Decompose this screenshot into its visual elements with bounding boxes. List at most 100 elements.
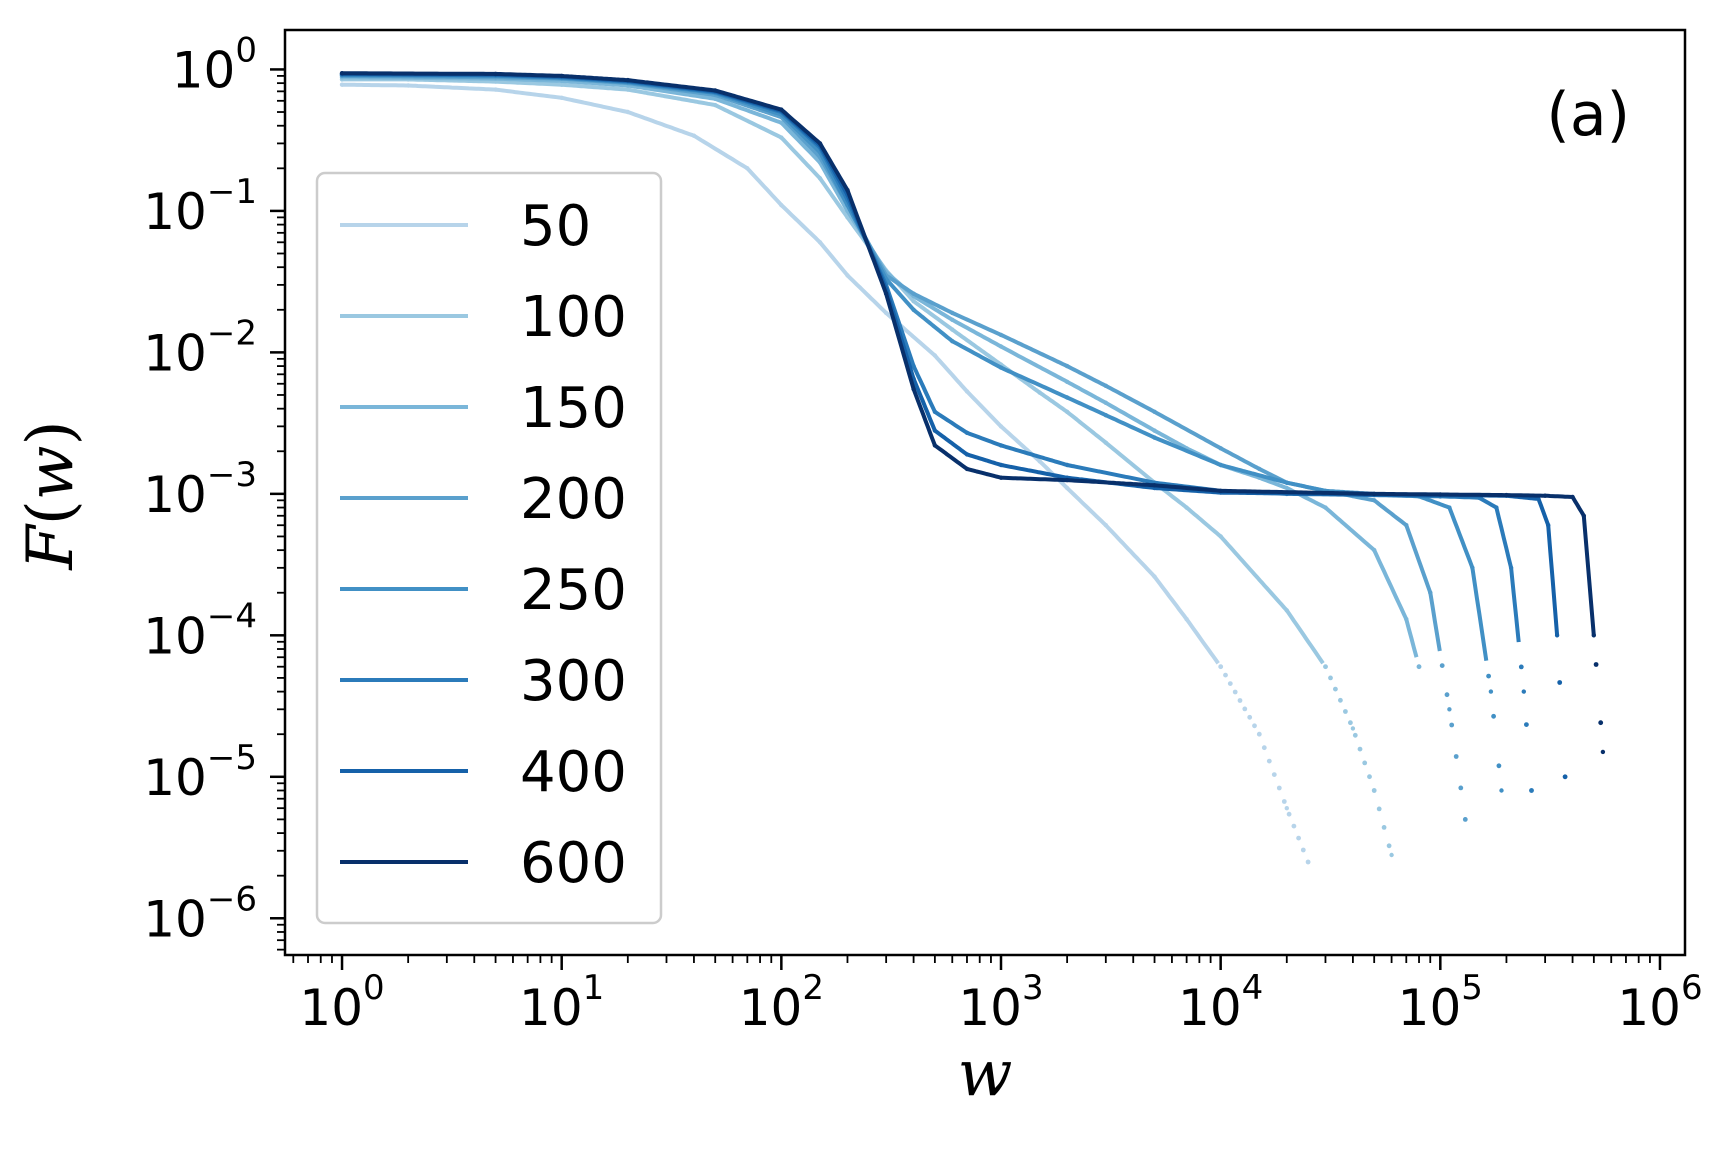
y-tick-exponent: −4 xyxy=(207,596,257,636)
data-point xyxy=(1247,714,1253,720)
data-point xyxy=(1447,707,1452,712)
data-point xyxy=(1064,462,1070,468)
data-point xyxy=(998,443,1004,448)
y-tick-label: 10−6 xyxy=(143,879,257,948)
x-tick-exponent: 5 xyxy=(1461,968,1483,1008)
data-point xyxy=(1372,491,1377,497)
data-point xyxy=(964,430,970,435)
data-point xyxy=(713,88,718,93)
y-tick-base: 10 xyxy=(143,183,207,241)
data-point xyxy=(1218,488,1223,494)
data-point xyxy=(1037,390,1042,395)
y-axis-title: F(w) xyxy=(14,420,88,570)
legend-label-600: 600 xyxy=(520,831,627,896)
data-point xyxy=(1381,825,1387,830)
data-point xyxy=(1447,505,1452,510)
x-tick-exponent: 3 xyxy=(1022,968,1044,1008)
data-point xyxy=(625,109,630,115)
data-point xyxy=(1499,788,1504,793)
data-point xyxy=(1261,745,1267,751)
x-tick-exponent: 1 xyxy=(583,968,605,1008)
data-point xyxy=(1343,709,1348,714)
data-point xyxy=(1529,788,1534,793)
data-point xyxy=(998,332,1004,338)
data-point xyxy=(1064,409,1070,414)
data-point xyxy=(1591,633,1597,638)
data-point xyxy=(1103,400,1109,405)
data-point xyxy=(1453,754,1459,759)
data-point xyxy=(625,87,630,92)
data-point xyxy=(1152,409,1157,414)
data-point xyxy=(1491,713,1496,719)
y-tick-base: 10 xyxy=(172,41,236,99)
data-point xyxy=(1486,673,1491,679)
data-point xyxy=(1458,785,1464,791)
data-point xyxy=(1372,498,1377,503)
data-point xyxy=(1218,462,1223,468)
data-point xyxy=(1103,440,1109,445)
x-tick-label: 102 xyxy=(739,968,824,1037)
panel-label: (a) xyxy=(1546,80,1630,150)
y-tick-label: 10−4 xyxy=(143,596,257,665)
data-point xyxy=(964,452,970,457)
data-point xyxy=(1488,689,1494,694)
data-point xyxy=(339,82,345,87)
data-point xyxy=(1348,720,1353,726)
y-axis-title-func: F xyxy=(14,523,88,571)
data-point xyxy=(1598,720,1604,726)
data-point xyxy=(1284,480,1290,485)
data-point xyxy=(845,188,850,193)
data-point xyxy=(559,82,564,87)
y-axis-title-close: ) xyxy=(14,420,88,445)
data-point xyxy=(1291,823,1297,829)
data-point xyxy=(1352,732,1358,738)
x-tick-base: 10 xyxy=(1617,979,1681,1037)
x-tick-base: 10 xyxy=(958,979,1022,1037)
data-point xyxy=(1554,633,1560,638)
data-point xyxy=(1562,774,1568,779)
y-tick-base: 10 xyxy=(143,324,207,382)
data-point xyxy=(932,353,938,358)
data-point xyxy=(932,409,938,414)
data-point xyxy=(1444,692,1450,698)
x-tick-base: 10 xyxy=(739,979,803,1037)
data-point xyxy=(883,291,889,296)
data-point xyxy=(691,133,697,138)
series-layer xyxy=(339,71,1606,865)
x-tick-base: 10 xyxy=(1178,979,1242,1037)
data-point xyxy=(1281,799,1287,804)
data-point xyxy=(1218,534,1223,539)
data-point xyxy=(1463,817,1468,822)
data-point xyxy=(1404,617,1409,622)
data-point xyxy=(559,73,564,79)
data-point xyxy=(1064,395,1070,400)
data-point xyxy=(406,83,411,88)
y-tick-label: 10−5 xyxy=(143,738,257,807)
data-point xyxy=(339,71,345,76)
data-point xyxy=(1257,466,1262,472)
data-point xyxy=(1276,785,1282,791)
x-tick-label: 105 xyxy=(1398,968,1483,1037)
data-point xyxy=(1438,492,1443,497)
x-tick-label: 106 xyxy=(1617,968,1702,1037)
data-point xyxy=(845,273,850,278)
data-point xyxy=(1494,505,1499,510)
y-tick-exponent: −5 xyxy=(207,738,257,778)
x-tick-exponent: 6 xyxy=(1681,968,1703,1008)
data-point xyxy=(1064,379,1070,384)
x-minor-ticks xyxy=(292,955,1651,963)
data-point xyxy=(779,202,784,208)
data-point xyxy=(1536,496,1541,502)
data-point xyxy=(1328,675,1333,681)
data-point xyxy=(817,176,823,181)
y-axis-title-var: w xyxy=(14,445,88,500)
x-tick-label: 103 xyxy=(958,968,1043,1037)
y-tick-base: 10 xyxy=(143,890,207,948)
data-point xyxy=(950,327,955,332)
data-point xyxy=(817,141,823,146)
x-tick-exponent: 2 xyxy=(802,968,824,1008)
plot-frame xyxy=(283,28,1687,957)
data-point xyxy=(932,443,938,448)
data-point xyxy=(1389,852,1394,858)
